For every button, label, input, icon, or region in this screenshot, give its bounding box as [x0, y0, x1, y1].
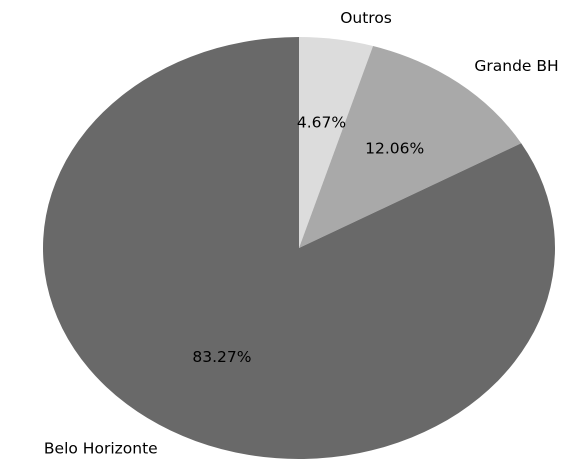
pie-slice-belo-horizonte [42, 37, 555, 459]
pie-slices [42, 37, 555, 459]
slice-label: Grande BH [474, 57, 558, 75]
slice-percent-label: 4.67% [297, 113, 346, 131]
slice-label: Belo Horizonte [44, 439, 158, 457]
pie-slice-grande-bh [299, 46, 522, 248]
pie-slice-outros [299, 37, 374, 248]
pie-labels: Outros 4.67% Grande BH 12.06% Belo Horizonte… [44, 9, 559, 457]
slice-label: Outros [340, 9, 392, 27]
slice-percent-label: 83.27% [192, 348, 251, 366]
slice-percent-label: 12.06% [365, 139, 424, 157]
